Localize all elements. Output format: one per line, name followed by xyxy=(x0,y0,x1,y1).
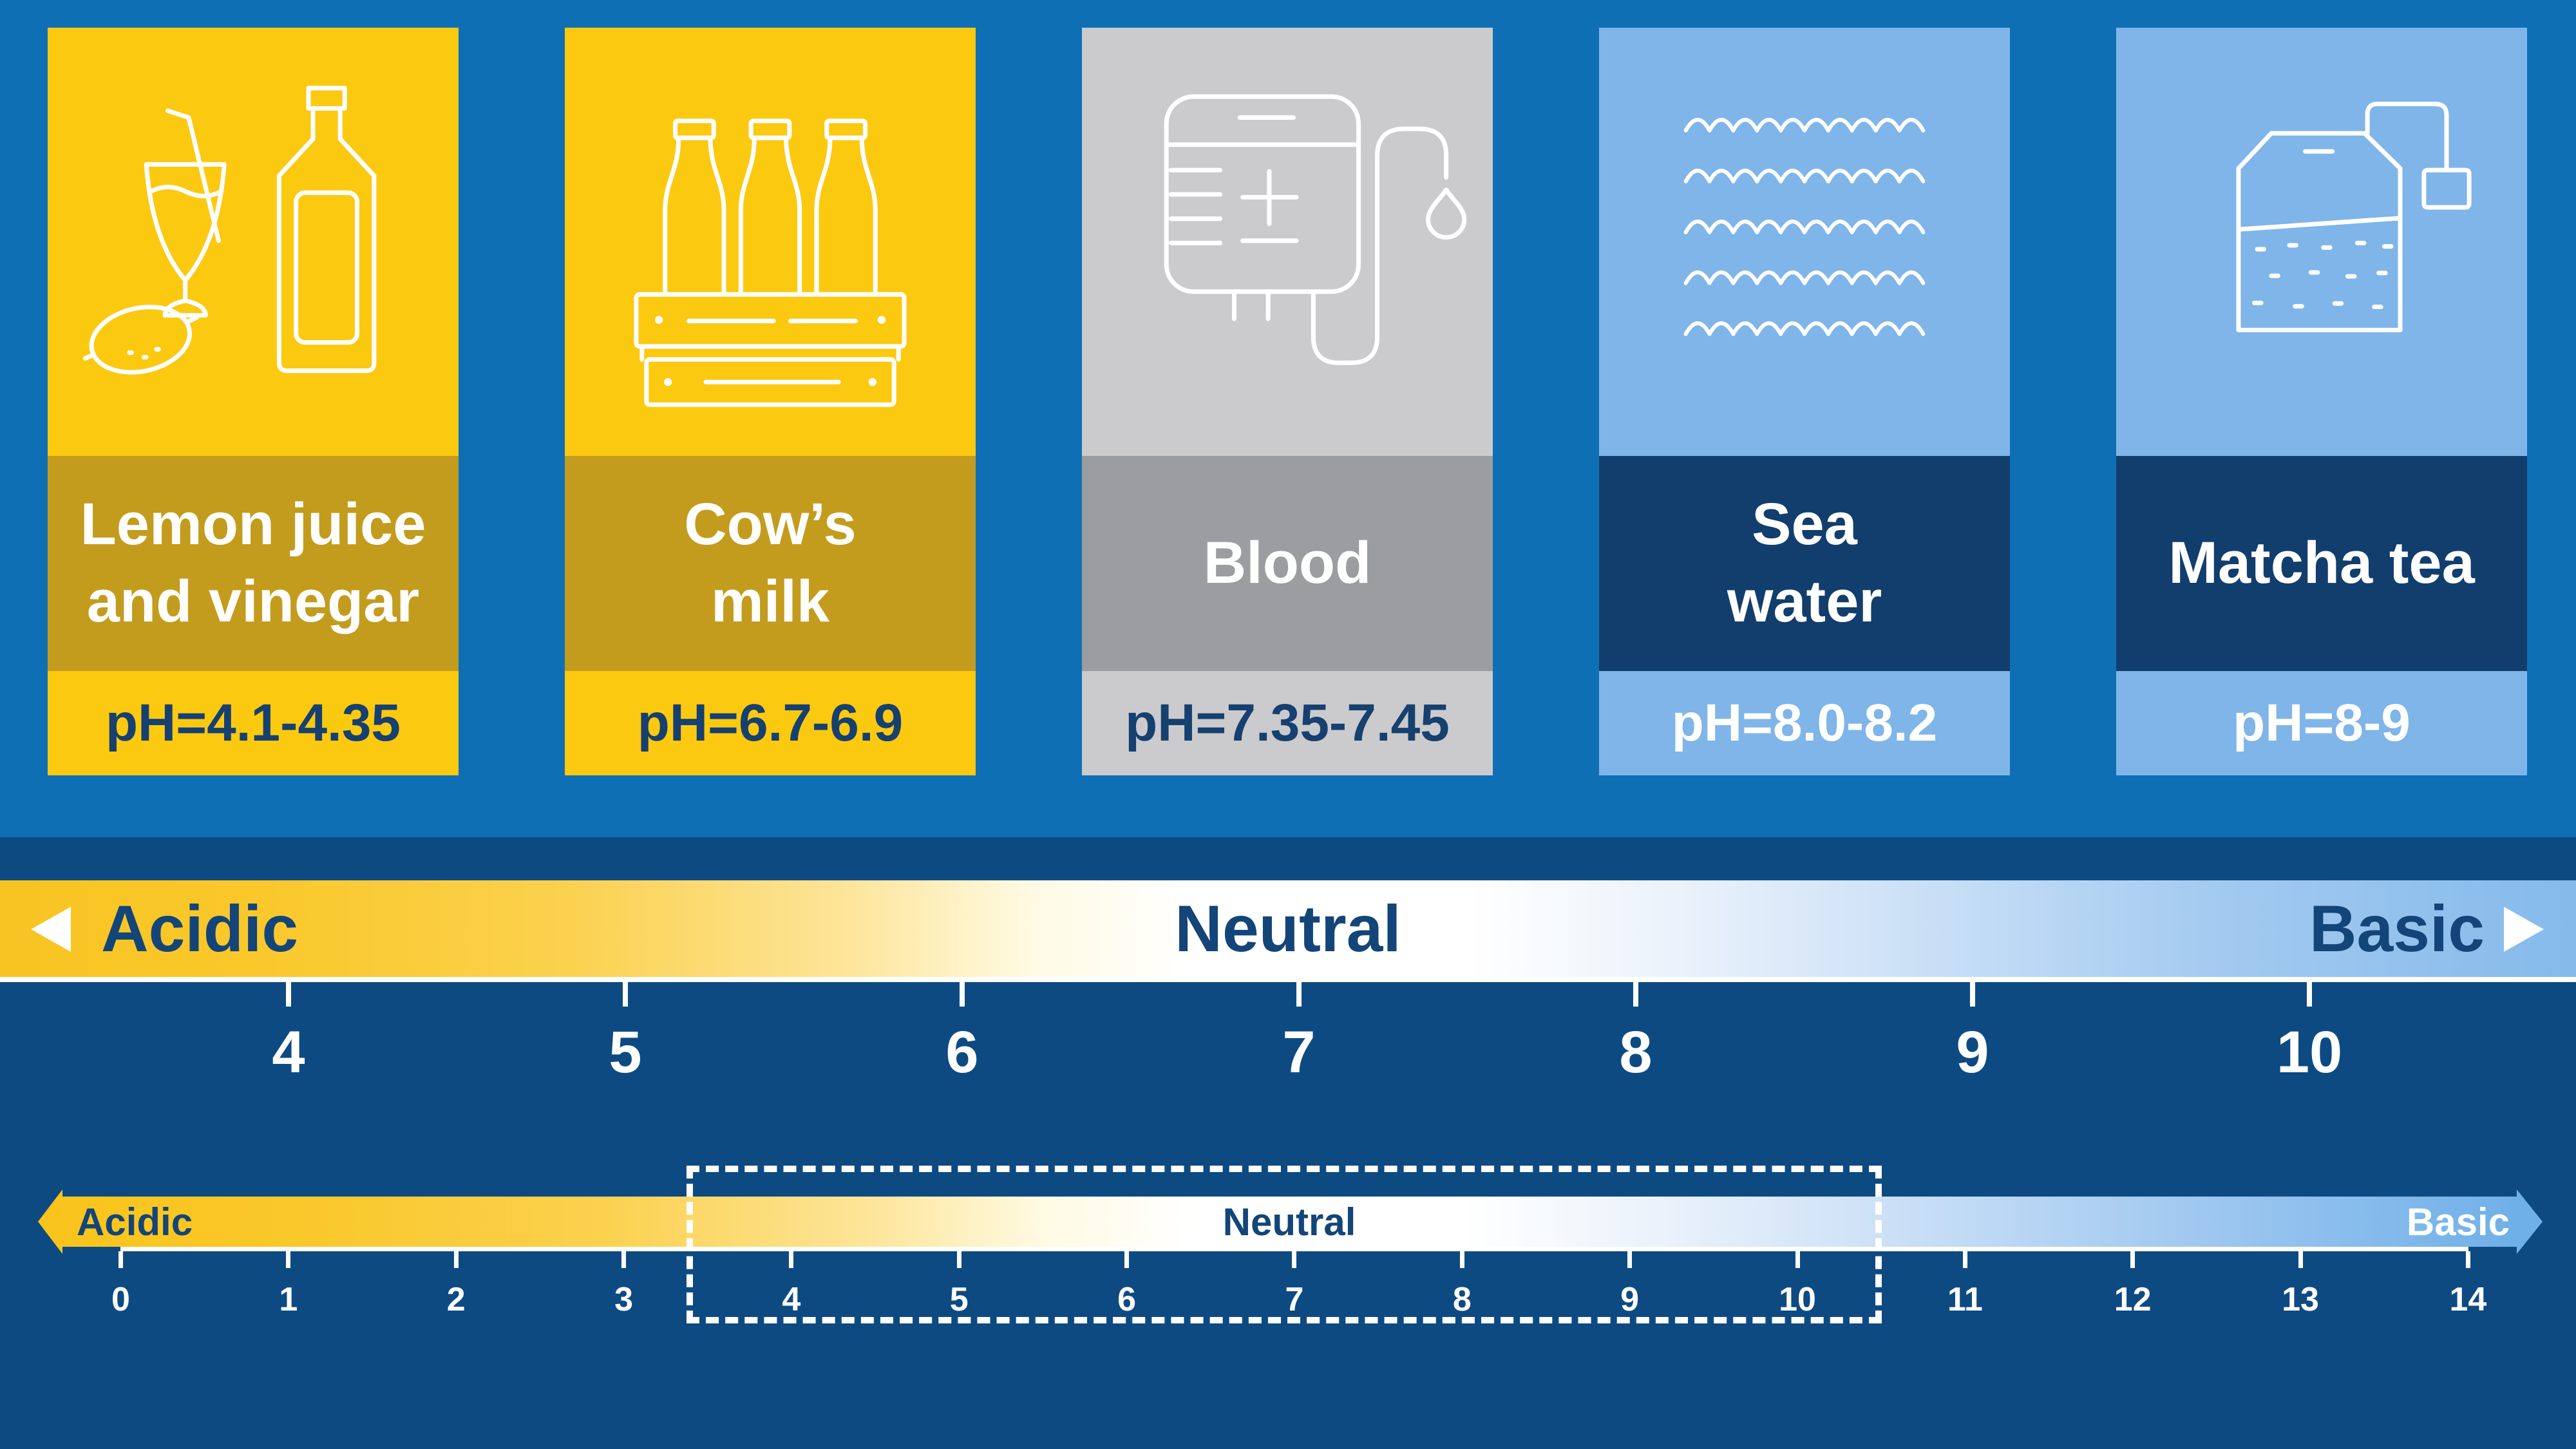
scale-tick xyxy=(2465,1251,2470,1268)
detail-acidic-label: Acidic xyxy=(77,1200,193,1244)
card-title-line1: Matcha tea xyxy=(2168,530,2475,596)
card-title-line2: water xyxy=(1727,569,1882,634)
ph-value: pH=8.0-8.2 xyxy=(1599,671,2010,775)
detail-neutral-label: Neutral xyxy=(1222,1200,1356,1244)
card-blood: Blood pH=7.35-7.45 xyxy=(1082,28,1493,775)
scale-tick-number: 8 xyxy=(1619,1019,1653,1085)
scale-tick-number: 4 xyxy=(782,1281,801,1318)
main-neutral-label: Neutral xyxy=(1175,891,1401,965)
card-title: Sea water xyxy=(1599,456,2010,671)
scale-tick-number: 9 xyxy=(1956,1019,1989,1085)
card-matcha-tea: Matcha tea pH=8-9 xyxy=(2116,28,2527,775)
scale-tick xyxy=(623,982,628,1007)
scale-tick-number: 10 xyxy=(1779,1281,1816,1318)
scale-tick-number: 5 xyxy=(609,1019,642,1085)
scale-tick xyxy=(453,1251,459,1268)
scale-tick xyxy=(1459,1251,1464,1268)
card-lemon-juice-and-vinegar: Lemon juice and vinegar pH=4.1-4.35 xyxy=(48,28,459,775)
scale-tick-number: 14 xyxy=(2449,1281,2487,1318)
detail-basic-label: Basic xyxy=(2406,1200,2510,1244)
card-title: Matcha tea xyxy=(2116,456,2527,671)
ph-value: pH=7.35-7.45 xyxy=(1082,671,1493,775)
card-title: Blood xyxy=(1082,456,1493,671)
scale-tick xyxy=(1962,1251,1967,1268)
card-title-line1: Lemon juice xyxy=(80,491,426,558)
detail-ph-gradient-bar xyxy=(62,1197,2518,1247)
scale-tick-number: 8 xyxy=(1452,1281,1472,1318)
scale-tick-number: 4 xyxy=(272,1019,305,1085)
lemon-glass-bottle-icon xyxy=(48,28,459,456)
detail-basic-arrow-icon xyxy=(2517,1189,2543,1254)
detail-acidic-arrow-icon xyxy=(38,1189,62,1254)
scale-tick xyxy=(118,1251,123,1268)
scale-tick xyxy=(286,1251,291,1268)
scale-tick xyxy=(1124,1251,1130,1268)
card-title-line1: Cow’s xyxy=(684,491,857,558)
scale-tick-number: 10 xyxy=(2276,1019,2343,1085)
scale-tick-number: 11 xyxy=(1947,1281,1983,1318)
scale-tick xyxy=(1292,1251,1297,1268)
scale-tick xyxy=(2130,1251,2136,1268)
scale-tick-number: 6 xyxy=(945,1019,979,1085)
main-scale-axis xyxy=(0,977,2576,982)
card-cows-milk: Cow’s milk pH=6.7-6.9 xyxy=(565,28,976,775)
tea-bag-icon xyxy=(2116,28,2527,456)
blood-bag-icon xyxy=(1082,28,1493,456)
scale-tick-number: 13 xyxy=(2282,1281,2319,1318)
scale-tick-number: 12 xyxy=(2114,1281,2152,1318)
card-title: Lemon juice and vinegar xyxy=(48,456,459,671)
card-title-line1: Sea xyxy=(1752,491,1857,558)
scale-tick-number: 7 xyxy=(1282,1019,1316,1085)
detail-scale-axis xyxy=(120,1247,2468,1251)
scale-tick xyxy=(789,1251,794,1268)
main-ph-gradient-bar xyxy=(0,880,2576,977)
card-title-line1: Blood xyxy=(1203,530,1372,596)
scale-tick xyxy=(2307,982,2312,1007)
scale-tick xyxy=(1970,982,1975,1007)
ph-value: pH=8-9 xyxy=(2116,671,2527,775)
ph-value: pH=6.7-6.9 xyxy=(565,671,976,775)
scale-tick xyxy=(960,982,965,1007)
main-basic-label: Basic xyxy=(2309,891,2485,965)
card-title-line2: and vinegar xyxy=(86,569,420,634)
scale-tick xyxy=(1795,1251,1800,1268)
ph-value: pH=4.1-4.35 xyxy=(48,671,459,775)
scale-tick xyxy=(286,982,291,1007)
sea-waves-icon xyxy=(1599,28,2010,456)
scale-tick xyxy=(1633,982,1638,1007)
scale-tick-number: 3 xyxy=(614,1281,633,1318)
scale-tick xyxy=(2298,1251,2303,1268)
milk-crate-icon xyxy=(565,28,976,456)
scale-tick-number: 0 xyxy=(111,1281,130,1318)
scale-tick-number: 5 xyxy=(949,1281,969,1318)
scale-tick xyxy=(621,1251,627,1268)
scale-tick-number: 1 xyxy=(279,1281,298,1318)
main-acidic-label: Acidic xyxy=(101,891,299,965)
scale-tick-number: 6 xyxy=(1117,1281,1137,1318)
scale-tick xyxy=(1296,982,1302,1007)
scale-tick xyxy=(956,1251,961,1268)
scale-tick-number: 2 xyxy=(446,1281,466,1318)
scale-tick-number: 7 xyxy=(1285,1281,1304,1318)
card-sea-water: Sea water pH=8.0-8.2 xyxy=(1599,28,2010,775)
scale-tick-number: 9 xyxy=(1620,1281,1640,1318)
card-title-line2: milk xyxy=(710,569,830,634)
zoom-highlight-dashed-box xyxy=(687,1166,1882,1323)
card-title: Cow’s milk xyxy=(565,456,976,671)
scale-tick xyxy=(1627,1251,1633,1268)
